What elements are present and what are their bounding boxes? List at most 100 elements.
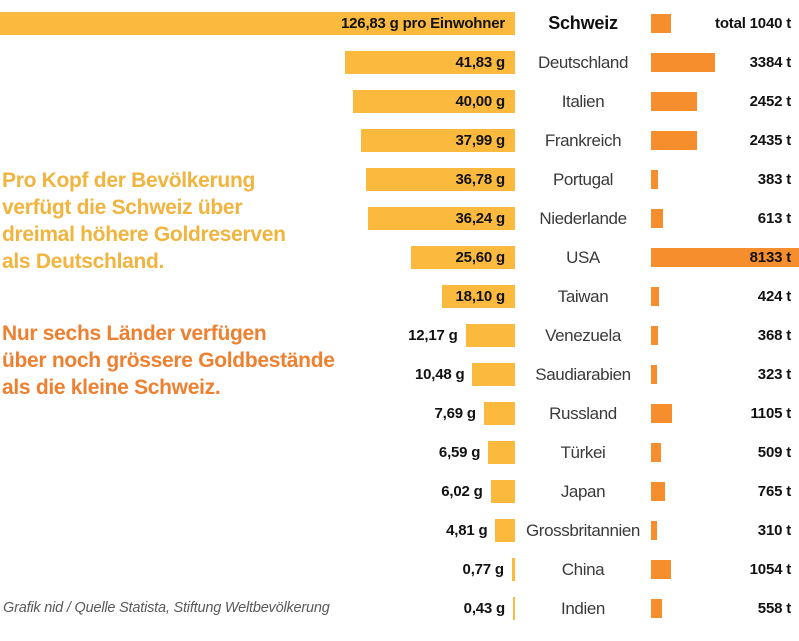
per-capita-value: 4,81 g: [446, 522, 488, 539]
total-cell: 2435 t: [651, 121, 799, 160]
per-capita-cell: 12,17 g: [0, 316, 515, 355]
country-label: China: [561, 560, 605, 579]
chart-row: 6,02 g Japan 765 t: [0, 472, 799, 511]
per-capita-cell: 7,69 g: [0, 394, 515, 433]
total-value: 2452 t: [749, 93, 792, 110]
per-capita-bar: [365, 168, 515, 191]
total-bar: [651, 443, 661, 462]
chart-row: 10,48 g Saudiarabien 323 t: [0, 355, 799, 394]
total-cell: 613 t: [651, 199, 799, 238]
total-bar: [651, 326, 658, 345]
per-capita-bar: [513, 597, 515, 620]
country-label: Italien: [561, 92, 605, 111]
country-label: Indien: [561, 599, 605, 618]
per-capita-bar: [360, 129, 515, 152]
total-value: 1054 t: [749, 561, 792, 578]
total-bar: [651, 131, 698, 150]
total-cell: total 1040 t: [651, 4, 799, 43]
chart-row: 126,83 g pro Einwohner Schweiz total 1040 …: [0, 4, 799, 43]
per-capita-cell: 0,43 g: [0, 589, 515, 628]
total-cell: 1105 t: [651, 394, 799, 433]
chart-row: 4,81 g Grossbritannien 310 t: [0, 511, 799, 550]
country-label: Venezuela: [545, 326, 621, 345]
per-capita-value: 37,99 g: [455, 132, 506, 149]
source-credit: Grafik nid / Quelle Statista, Stiftung W…: [3, 600, 330, 616]
chart-row: 7,69 g Russland 1105 t: [0, 394, 799, 433]
per-capita-cell: 25,60 g: [0, 238, 515, 277]
country-label: Japan: [560, 482, 606, 501]
chart-row: 0,43 g Indien 558 t: [0, 589, 799, 628]
country-label: Niederlande: [539, 209, 627, 228]
total-bar: [651, 14, 671, 33]
total-cell: 3384 t: [651, 43, 799, 82]
per-capita-value: 126,83 g pro Einwohner: [341, 15, 505, 32]
per-capita-cell: 37,99 g: [0, 121, 515, 160]
total-value: 3384 t: [749, 54, 792, 71]
total-bar: [651, 599, 662, 618]
country-label: Türkei: [560, 443, 606, 462]
total-bar: [651, 209, 663, 228]
chart-row: 6,59 g Türkei 509 t: [0, 433, 799, 472]
per-capita-cell: 10,48 g: [0, 355, 515, 394]
per-capita-bar: [367, 207, 515, 230]
total-bar: [651, 365, 658, 384]
total-cell: 368 t: [651, 316, 799, 355]
per-capita-bar: [488, 441, 515, 464]
per-capita-bar: [495, 519, 515, 542]
per-capita-bar: [441, 285, 515, 308]
total-cell: 323 t: [651, 355, 799, 394]
per-capita-cell: 4,81 g: [0, 511, 515, 550]
per-capita-bar: [0, 12, 515, 35]
per-capita-value: 40,00 g: [455, 93, 506, 110]
total-value: total 1040 t: [715, 15, 791, 32]
per-capita-value: 6,02 g: [441, 483, 483, 500]
chart-row: 36,78 g Portugal 383 t: [0, 160, 799, 199]
country-label: Deutschland: [537, 53, 629, 72]
per-capita-value: 18,10 g: [455, 288, 506, 305]
per-capita-cell: 36,78 g: [0, 160, 515, 199]
annotation-per-capita: Pro Kopf der Bevölkerung verfügt die Sch…: [2, 169, 286, 273]
total-value: 424 t: [757, 288, 791, 305]
total-value: 1105 t: [750, 405, 791, 422]
total-cell: 765 t: [651, 472, 799, 511]
total-bar: [651, 248, 799, 267]
per-capita-value: 10,48 g: [414, 366, 465, 383]
per-capita-value: 0,43 g: [463, 600, 506, 617]
country-label: Portugal: [552, 170, 614, 189]
per-capita-bar: [511, 558, 515, 581]
per-capita-bar: [345, 51, 515, 74]
total-value: 310 t: [757, 522, 791, 539]
per-capita-value: 41,83 g: [455, 54, 506, 71]
per-capita-cell: 6,02 g: [0, 472, 515, 511]
total-value: 509 t: [757, 444, 791, 461]
total-cell: 1054 t: [651, 550, 799, 589]
total-bar: [651, 482, 666, 501]
per-capita-cell: 41,83 g: [0, 43, 515, 82]
country-label: Taiwan: [557, 287, 609, 306]
country-label: Russland: [549, 404, 617, 423]
total-value: 2435 t: [749, 132, 792, 149]
total-cell: 2452 t: [651, 82, 799, 121]
chart-row: 25,60 g USA 8133 t: [0, 238, 799, 277]
total-value: 323 t: [757, 366, 791, 383]
total-cell: 558 t: [651, 589, 799, 628]
country-label: Schweiz: [548, 13, 618, 33]
total-cell: 509 t: [651, 433, 799, 472]
total-bar: [651, 560, 671, 579]
per-capita-cell: 0,77 g: [0, 550, 515, 589]
chart-row: 12,17 g Venezuela 368 t: [0, 316, 799, 355]
chart-row: 37,99 g Frankreich 2435 t: [0, 121, 799, 160]
chart-row: 18,10 g Taiwan 424 t: [0, 277, 799, 316]
country-label: Grossbritannien: [525, 521, 640, 540]
per-capita-bar: [483, 402, 515, 425]
total-bar: [651, 170, 659, 189]
total-cell: 424 t: [651, 277, 799, 316]
per-capita-value: 36,24 g: [455, 210, 506, 227]
per-capita-value: 7,69 g: [434, 405, 476, 422]
per-capita-cell: 40,00 g: [0, 82, 515, 121]
per-capita-bar: [352, 90, 515, 113]
total-value: 613 t: [757, 210, 791, 227]
total-cell: 383 t: [651, 160, 799, 199]
total-bar: [651, 521, 657, 540]
per-capita-cell: 36,24 g: [0, 199, 515, 238]
